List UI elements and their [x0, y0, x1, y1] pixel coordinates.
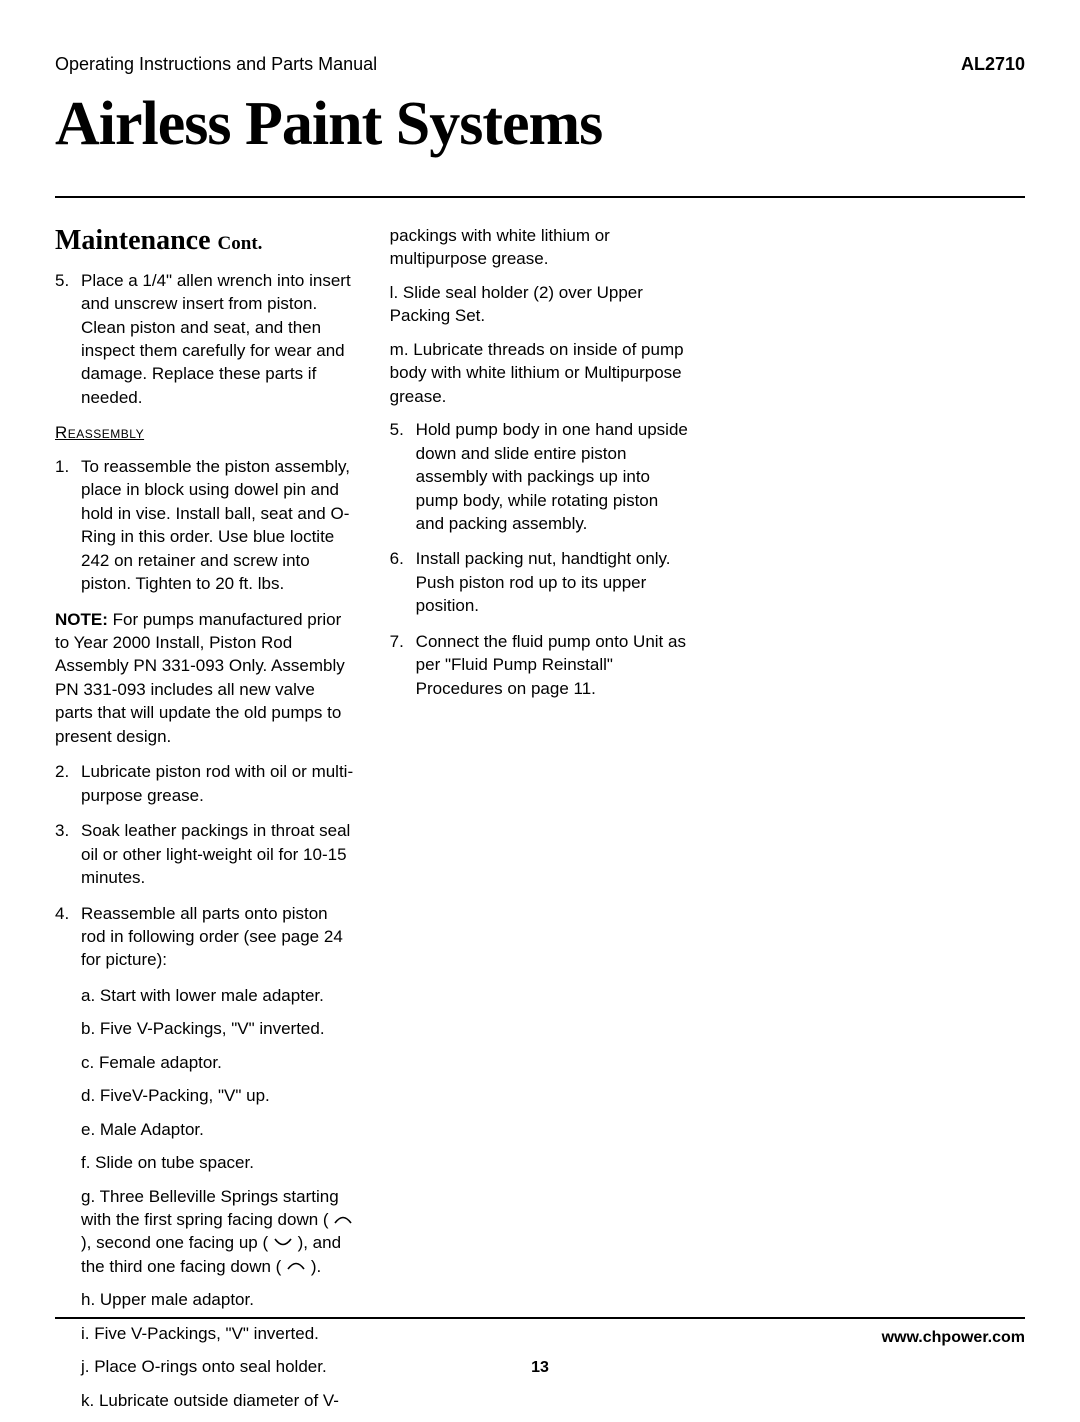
footer-url: www.chpower.com	[882, 1329, 1025, 1347]
sub-item: i. Five V-Packings, "V" inverted.	[81, 1322, 356, 1345]
item-number: 3.	[55, 819, 81, 889]
model-number: AL2710	[961, 54, 1025, 75]
sub-item: e. Male Adaptor.	[81, 1118, 356, 1141]
item-text: Reassemble all parts onto piston rod in …	[81, 902, 356, 972]
item-number: 4.	[55, 902, 81, 972]
sub-item: k. Lubricate outside diameter of V-	[81, 1389, 356, 1412]
sub-item: f. Slide on tube spacer.	[81, 1151, 356, 1174]
spring-down-icon	[333, 1216, 353, 1226]
sub-item: a. Start with lower male adapter.	[81, 984, 356, 1007]
spring-down-icon	[286, 1262, 306, 1272]
column-1: Maintenance Cont. 5. Place a 1/4" allen …	[55, 222, 356, 1422]
reassembly-heading: Reassembly	[55, 421, 356, 444]
sub-item: m. Lubricate threads on inside of pump b…	[390, 338, 691, 408]
item-text: Place a 1/4" allen wrench into insert an…	[81, 269, 356, 410]
list-item: 4. Reassemble all parts onto piston rod …	[55, 902, 356, 972]
item-number: 5.	[55, 269, 81, 410]
top-rule	[55, 196, 1025, 198]
sub-item-text: ).	[311, 1257, 321, 1276]
item-text: Soak leather packings in throat seal oil…	[81, 819, 356, 889]
sub-item-g: g. Three Belleville Springs starting wit…	[81, 1185, 356, 1279]
sub-item: l. Slide seal holder (2) over Upper Pack…	[390, 281, 691, 328]
column-2: packings with white lithium or multipurp…	[390, 222, 691, 1422]
manual-page: Operating Instructions and Parts Manual …	[0, 0, 1080, 1397]
content-columns: Maintenance Cont. 5. Place a 1/4" allen …	[55, 222, 1025, 1422]
note-label: NOTE:	[55, 610, 108, 629]
item-text: Hold pump body in one hand upside down a…	[416, 418, 691, 535]
list-item: 3. Soak leather packings in throat seal …	[55, 819, 356, 889]
section-heading: Maintenance Cont.	[55, 222, 356, 261]
section-heading-sub: Cont.	[218, 233, 263, 254]
section-heading-main: Maintenance	[55, 225, 211, 256]
bottom-rule	[55, 1317, 1025, 1319]
item-number: 7.	[390, 630, 416, 700]
item-text: Install packing nut, handtight only. Pus…	[416, 547, 691, 617]
sub-item: d. FiveV-Packing, "V" up.	[81, 1084, 356, 1107]
main-title: Airless Paint Systems	[55, 89, 1025, 160]
note-paragraph: NOTE: For pumps manufactured prior to Ye…	[55, 608, 356, 749]
list-item: 5. Place a 1/4" allen wrench into insert…	[55, 269, 356, 410]
sub-item: c. Female adaptor.	[81, 1051, 356, 1074]
page-header: Operating Instructions and Parts Manual …	[55, 54, 1025, 75]
list-item: 2. Lubricate piston rod with oil or mult…	[55, 760, 356, 807]
list-item: 1. To reassemble the piston assembly, pl…	[55, 455, 356, 596]
sub-item-text: ), second one facing up (	[81, 1233, 273, 1252]
spring-up-icon	[273, 1239, 293, 1249]
item-text: To reassemble the piston assembly, place…	[81, 455, 356, 596]
column-3	[724, 222, 1025, 1422]
sub-item: b. Five V-Packings, "V" inverted.	[81, 1017, 356, 1040]
continuation-text: packings with white lithium or multipurp…	[390, 224, 691, 271]
item-number: 6.	[390, 547, 416, 617]
sub-item-text: g. Three Belleville Springs starting wit…	[81, 1187, 339, 1229]
item-text: Lubricate piston rod with oil or multi-p…	[81, 760, 356, 807]
header-left: Operating Instructions and Parts Manual	[55, 54, 377, 75]
item-number: 1.	[55, 455, 81, 596]
sub-item: h. Upper male adaptor.	[81, 1288, 356, 1311]
item-number: 2.	[55, 760, 81, 807]
note-text: For pumps manufactured prior to Year 200…	[55, 610, 345, 746]
list-item: 5. Hold pump body in one hand upside dow…	[390, 418, 691, 535]
list-item: 6. Install packing nut, handtight only. …	[390, 547, 691, 617]
page-number: 13	[0, 1359, 1080, 1377]
item-text: Connect the fluid pump onto Unit as per …	[416, 630, 691, 700]
list-item: 7. Connect the fluid pump onto Unit as p…	[390, 630, 691, 700]
item-number: 5.	[390, 418, 416, 535]
